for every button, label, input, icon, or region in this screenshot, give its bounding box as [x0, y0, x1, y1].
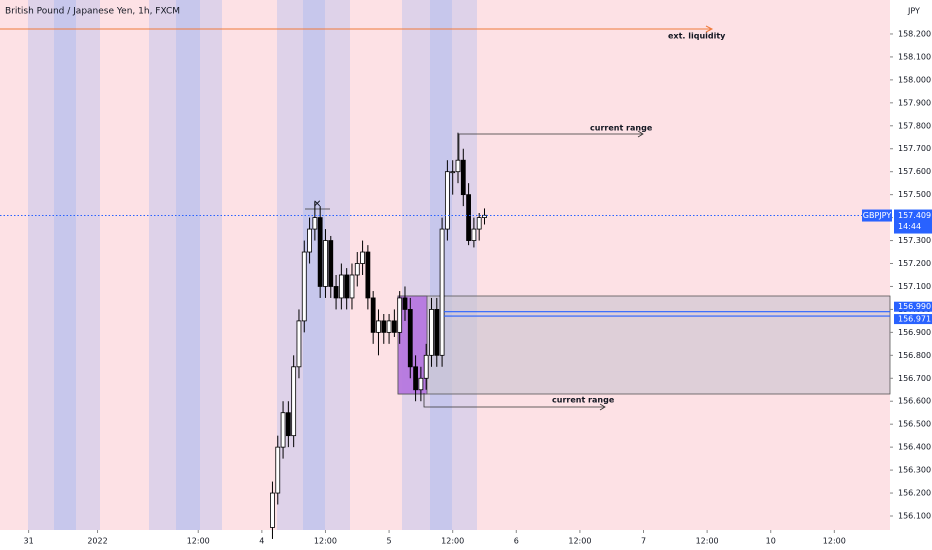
candle-body	[317, 217, 323, 287]
y-tick-label: 157.800	[898, 121, 931, 130]
price-box	[894, 209, 932, 234]
candle-body	[312, 217, 318, 230]
countdown-label: 14:44	[898, 222, 921, 231]
candle-body	[386, 320, 392, 333]
candle-body	[460, 159, 466, 196]
candle-body	[270, 492, 275, 528]
y-tick-label: 157.200	[898, 259, 931, 268]
candle-body	[333, 286, 339, 299]
candle-body	[444, 171, 450, 230]
level-label: 156.990	[898, 302, 931, 311]
candle-body	[434, 309, 440, 356]
candle-body	[455, 159, 461, 173]
candle-body	[450, 171, 456, 174]
candle-body	[291, 366, 297, 437]
candle-body	[360, 251, 365, 264]
y-tick-label: 157.100	[898, 282, 931, 291]
last-price-label: 157.409	[898, 211, 931, 220]
y-tick-label: 156.600	[898, 397, 931, 406]
symbol-label: GBPJPY	[863, 211, 892, 220]
x-tick-label: 31	[24, 537, 34, 546]
candle-body	[471, 228, 477, 241]
x-tick-label: 12:00	[187, 537, 210, 546]
candle-body	[476, 217, 482, 230]
candle-body	[370, 297, 376, 333]
y-tick-label: 156.500	[898, 420, 931, 429]
y-tick-label: 156.200	[898, 489, 931, 498]
y-tick-label: 158.000	[898, 75, 931, 84]
y-tick-label: 156.800	[898, 351, 931, 360]
candle-body	[413, 366, 418, 391]
y-tick-label: 156.900	[898, 328, 931, 337]
level-box	[894, 314, 932, 325]
candle-body	[328, 240, 334, 287]
candle-body	[407, 309, 413, 368]
candle-body	[344, 274, 350, 299]
y-tick-label: 157.700	[898, 144, 931, 153]
candle-body	[338, 274, 344, 299]
x-tick-label: 10	[766, 537, 776, 546]
y-tick-label: 156.100	[898, 511, 931, 520]
candle-body	[285, 412, 291, 437]
candle-body	[323, 240, 328, 287]
candle-body	[301, 251, 307, 322]
range-zone	[397, 295, 891, 395]
x-tick-label: 4	[259, 537, 264, 546]
liquidity-arrow	[705, 25, 714, 33]
x-tick-label: 6	[514, 537, 519, 546]
series-layer: 156.100 156.200 156.300 156.400 156.500 156.6…	[0, 29, 932, 546]
candle-body	[381, 320, 387, 333]
y-tick-label: 156.400	[898, 443, 931, 452]
candle-body	[280, 412, 286, 448]
annotation: current range	[590, 124, 653, 133]
x-tick-label: 12:00	[314, 537, 337, 546]
session-bands	[28, 0, 477, 530]
x-tick-label: 12:00	[441, 537, 464, 546]
annotation: current range	[552, 396, 615, 405]
candle-body	[307, 228, 312, 253]
candle-body	[349, 274, 355, 299]
candle-body	[418, 377, 424, 391]
candle-body	[275, 446, 281, 494]
candle-body	[439, 228, 445, 356]
annotation-lines	[305, 130, 644, 411]
symbol-box	[862, 209, 892, 222]
y-tick-label: 157.500	[898, 190, 931, 199]
candle-body	[397, 297, 403, 333]
y-tick-label: 157.300	[898, 236, 931, 245]
currency: JPY	[907, 7, 920, 16]
candle-body	[296, 320, 302, 368]
y-tick-label: 156.300	[898, 466, 931, 475]
x-tick-label: 2022	[87, 537, 107, 546]
candle-body	[402, 297, 408, 310]
y-tick-label: 158.200	[898, 29, 931, 38]
y-tick-label: 157.600	[898, 167, 931, 176]
y-tick-label: 156.700	[898, 374, 931, 383]
candle-body	[376, 320, 381, 333]
candle-body	[365, 251, 371, 299]
chart-title: British Pound / Japanese Yen, 1h, FXCM	[5, 7, 180, 17]
y-tick-label: 157.900	[898, 98, 931, 107]
candle-body	[466, 194, 471, 241]
x-tick-label: 12:00	[568, 537, 591, 546]
y-tick-label: 158.100	[898, 52, 931, 61]
x-tick-label: 7	[641, 537, 646, 546]
x-tick-label: 5	[387, 537, 392, 546]
annotation: ext. liquidity	[668, 32, 726, 41]
level-box	[894, 301, 932, 312]
x-tick-label: 12:00	[696, 537, 719, 546]
sweep-mark: ✕	[313, 199, 321, 210]
x-tick-label: 12:00	[823, 537, 846, 546]
candle-body	[391, 320, 397, 333]
candle-body	[354, 263, 360, 276]
candle-body	[423, 354, 429, 379]
level-label: 156.971	[898, 315, 931, 324]
candle-body	[429, 309, 434, 356]
